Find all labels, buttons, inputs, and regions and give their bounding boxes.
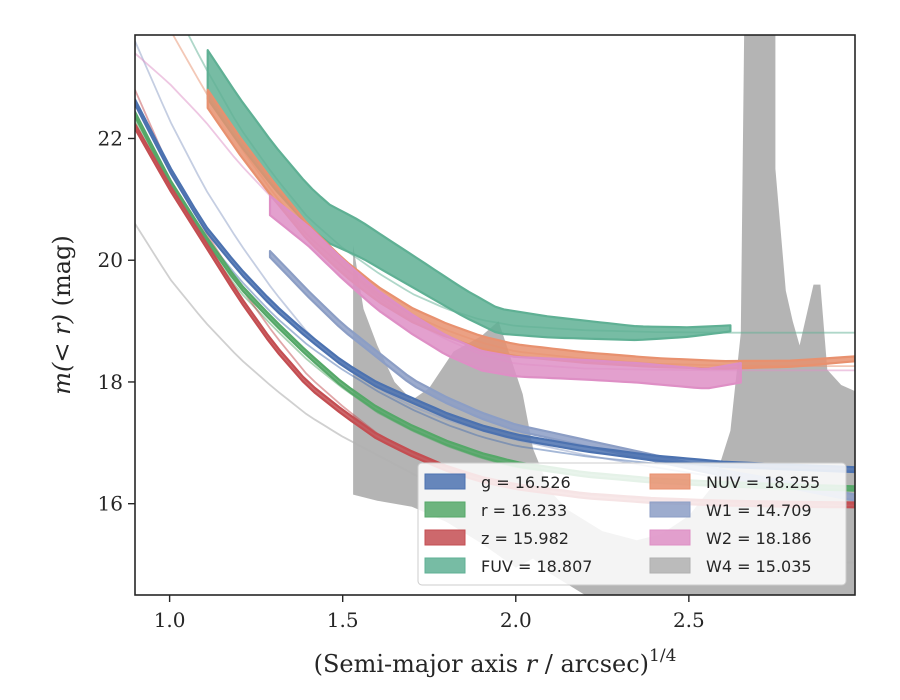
series-profile-g	[135, 98, 855, 474]
x-tick-label: 2.5	[673, 608, 705, 632]
legend-swatch-r	[424, 501, 466, 518]
legend-label-FUV: FUV = 18.807	[481, 557, 592, 576]
legend-label-W1: W1 = 14.709	[706, 501, 812, 520]
legend-swatch-W1	[649, 501, 691, 518]
legend-label-W2: W2 = 18.186	[706, 529, 812, 548]
series-profile-W1	[268, 250, 855, 502]
x-tick-label: 1.0	[154, 608, 186, 632]
y-axis-label: m(< r) (mag)	[48, 235, 76, 395]
x-tick-label: 2.0	[500, 608, 532, 632]
y-tick-label: 16	[98, 492, 123, 516]
legend: g = 16.526 r = 16.233 z = 15.982 FUV = 18.8…	[417, 462, 847, 586]
legend-swatch-z	[424, 529, 466, 546]
series-profile-FUV	[206, 49, 732, 342]
legend-label-NUV: NUV = 18.255	[706, 473, 820, 492]
x-tick-label: 1.5	[327, 608, 359, 632]
legend-swatch-W4	[649, 557, 691, 574]
y-tick-label: 18	[98, 370, 123, 394]
series-profile-W2	[268, 194, 742, 390]
legend-label-z: z = 15.982	[481, 529, 569, 548]
series-profile-r	[135, 110, 855, 492]
legend-swatch-FUV	[424, 557, 466, 574]
y-axis: 16 18 20 22	[98, 126, 135, 516]
legend-label-W4: W4 = 15.035	[706, 557, 812, 576]
y-tick-label: 22	[98, 126, 123, 150]
x-axis: 1.0 1.5 2.0 2.5	[154, 595, 705, 632]
legend-label-r: r = 16.233	[481, 501, 567, 520]
x-axis-label: (Semi-major axis r / arcsec)1/4	[314, 646, 677, 678]
legend-label-g: g = 16.526	[481, 473, 571, 492]
legend-box	[417, 462, 847, 586]
legend-swatch-W2	[649, 529, 691, 546]
legend-swatch-g	[424, 473, 466, 490]
series-profile-z	[135, 122, 855, 509]
legend-swatch-NUV	[649, 473, 691, 490]
y-tick-label: 20	[98, 248, 123, 272]
plot-frame	[134, 34, 856, 596]
